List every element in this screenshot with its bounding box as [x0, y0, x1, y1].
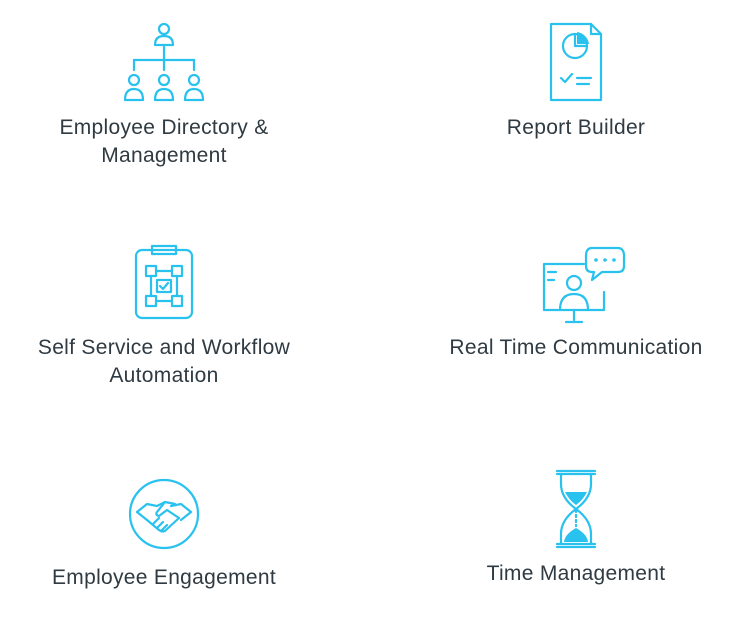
org-chart-icon	[0, 20, 344, 106]
feature-time-management[interactable]: Time Management	[396, 468, 735, 588]
feature-label-line1: Self Service and Workflow	[37, 336, 291, 359]
feature-label-line1: Time Management	[486, 562, 666, 585]
feature-real-time-communication[interactable]: Real Time Communication	[396, 244, 735, 362]
feature-label-line2: Management	[101, 144, 227, 167]
feature-label-line1: Report Builder	[506, 116, 646, 139]
feature-employee-directory[interactable]: Employee Directory & Management	[0, 20, 344, 170]
hourglass-icon	[396, 468, 735, 550]
report-icon	[396, 20, 735, 106]
workflow-clipboard-icon	[0, 244, 344, 326]
feature-self-service[interactable]: Self Service and Workflow Automation	[0, 244, 344, 390]
feature-report-builder[interactable]: Report Builder	[396, 20, 735, 142]
feature-label-line1: Employee Directory &	[59, 116, 269, 139]
feature-label-line2: Automation	[109, 364, 219, 387]
feature-label-line1: Employee Engagement	[51, 566, 276, 589]
video-chat-icon	[396, 244, 735, 326]
feature-employee-engagement[interactable]: Employee Engagement	[0, 476, 344, 592]
feature-label-line1: Real Time Communication	[449, 336, 703, 359]
handshake-icon	[0, 476, 344, 552]
